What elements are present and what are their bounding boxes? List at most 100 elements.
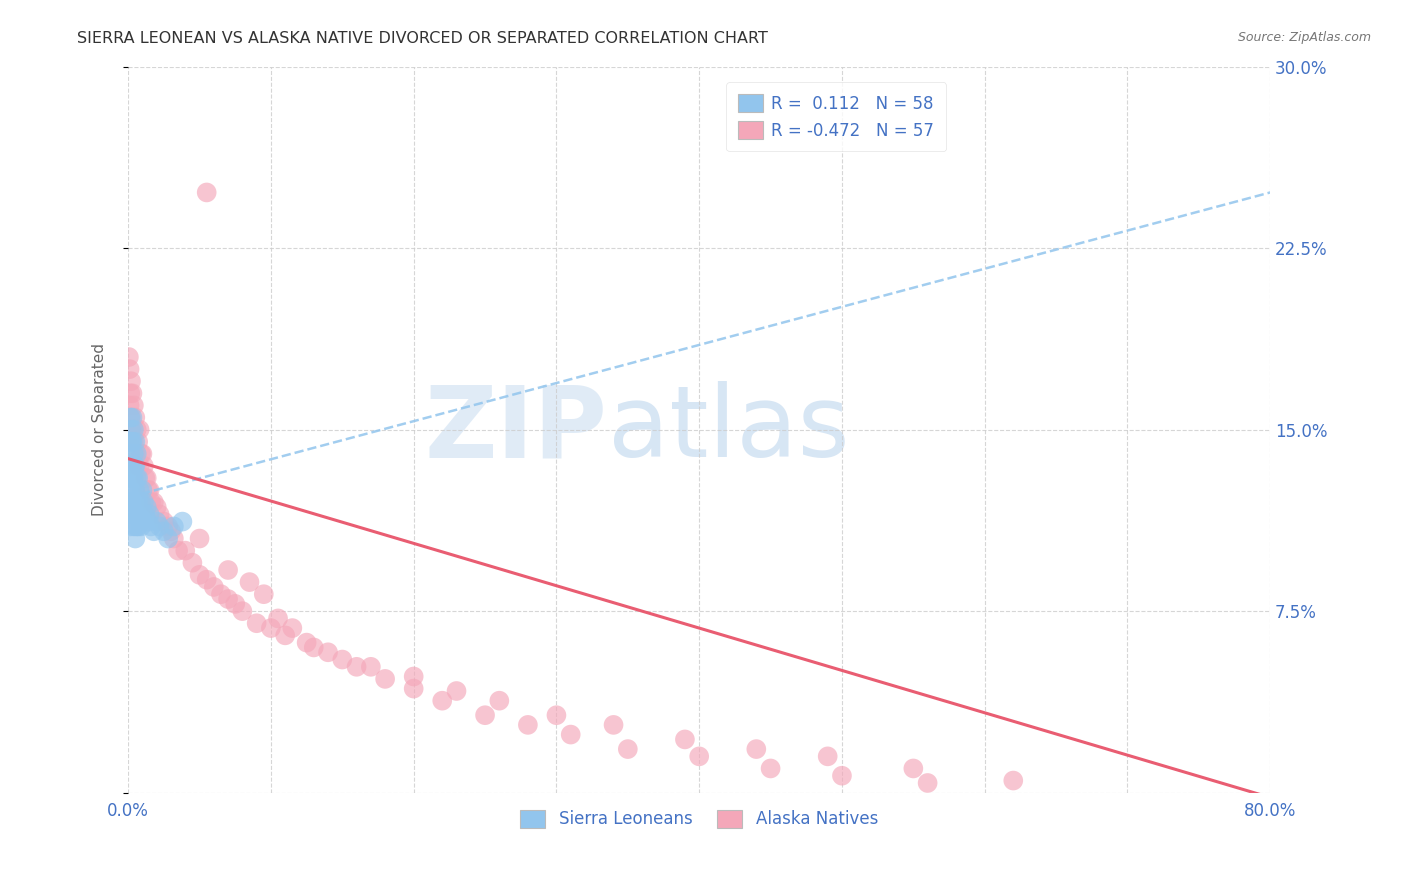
Point bbox=[125, 519, 148, 533]
Point bbox=[122, 447, 145, 461]
Point bbox=[125, 495, 148, 509]
Point bbox=[127, 495, 149, 509]
Point bbox=[118, 495, 141, 509]
Y-axis label: Divorced or Separated: Divorced or Separated bbox=[93, 343, 107, 516]
Point bbox=[121, 471, 143, 485]
Point bbox=[121, 458, 143, 473]
Point bbox=[124, 483, 146, 497]
Point bbox=[127, 519, 149, 533]
Point bbox=[474, 708, 496, 723]
Point bbox=[128, 423, 150, 437]
Text: ZIP: ZIP bbox=[425, 381, 607, 478]
Point bbox=[120, 374, 142, 388]
Point bbox=[120, 410, 142, 425]
Point bbox=[121, 483, 143, 497]
Point bbox=[118, 483, 141, 497]
Point bbox=[903, 761, 925, 775]
Point bbox=[138, 508, 160, 522]
Point bbox=[153, 524, 176, 539]
Point bbox=[124, 447, 146, 461]
Point bbox=[122, 495, 145, 509]
Point bbox=[560, 728, 582, 742]
Point bbox=[602, 718, 624, 732]
Point bbox=[209, 587, 232, 601]
Point bbox=[163, 532, 186, 546]
Point bbox=[129, 447, 152, 461]
Point bbox=[120, 519, 142, 533]
Legend: Sierra Leoneans, Alaska Natives: Sierra Leoneans, Alaska Natives bbox=[513, 803, 884, 835]
Point bbox=[135, 500, 157, 514]
Point bbox=[118, 471, 141, 485]
Point bbox=[402, 681, 425, 696]
Point bbox=[195, 186, 218, 200]
Point bbox=[131, 508, 153, 522]
Point bbox=[127, 471, 149, 485]
Point bbox=[121, 434, 143, 449]
Point bbox=[295, 635, 318, 649]
Point bbox=[831, 769, 853, 783]
Point bbox=[145, 515, 167, 529]
Point bbox=[124, 434, 146, 449]
Point bbox=[432, 694, 454, 708]
Point bbox=[120, 423, 142, 437]
Point bbox=[118, 458, 141, 473]
Point bbox=[488, 694, 510, 708]
Point bbox=[402, 669, 425, 683]
Point bbox=[121, 434, 143, 449]
Point bbox=[122, 519, 145, 533]
Point bbox=[253, 587, 276, 601]
Point bbox=[917, 776, 939, 790]
Point bbox=[188, 567, 211, 582]
Point bbox=[745, 742, 768, 756]
Point bbox=[121, 423, 143, 437]
Point bbox=[131, 447, 153, 461]
Point bbox=[139, 519, 162, 533]
Text: atlas: atlas bbox=[607, 381, 849, 478]
Point bbox=[188, 532, 211, 546]
Point bbox=[163, 519, 186, 533]
Point bbox=[127, 434, 149, 449]
Point bbox=[246, 616, 269, 631]
Point bbox=[231, 604, 253, 618]
Text: SIERRA LEONEAN VS ALASKA NATIVE DIVORCED OR SEPARATED CORRELATION CHART: SIERRA LEONEAN VS ALASKA NATIVE DIVORCED… bbox=[77, 31, 768, 46]
Point bbox=[120, 508, 142, 522]
Point bbox=[120, 458, 142, 473]
Point bbox=[122, 471, 145, 485]
Point bbox=[124, 508, 146, 522]
Point bbox=[124, 458, 146, 473]
Point bbox=[121, 508, 143, 522]
Point bbox=[446, 684, 468, 698]
Point bbox=[134, 508, 156, 522]
Point bbox=[617, 742, 640, 756]
Point bbox=[274, 628, 297, 642]
Point bbox=[128, 483, 150, 497]
Point bbox=[128, 458, 150, 473]
Point bbox=[118, 434, 141, 449]
Point bbox=[224, 597, 246, 611]
Point bbox=[260, 621, 283, 635]
Point bbox=[153, 515, 176, 529]
Point bbox=[120, 495, 142, 509]
Point bbox=[374, 672, 396, 686]
Point bbox=[148, 508, 170, 522]
Point bbox=[174, 543, 197, 558]
Point bbox=[125, 458, 148, 473]
Point bbox=[129, 519, 152, 533]
Point bbox=[217, 563, 239, 577]
Point bbox=[302, 640, 325, 655]
Point bbox=[546, 708, 568, 723]
Point bbox=[118, 399, 141, 413]
Point bbox=[118, 362, 141, 376]
Point bbox=[195, 573, 218, 587]
Point bbox=[124, 458, 146, 473]
Point bbox=[142, 495, 165, 509]
Point bbox=[202, 580, 225, 594]
Point bbox=[121, 410, 143, 425]
Text: Source: ZipAtlas.com: Source: ZipAtlas.com bbox=[1237, 31, 1371, 45]
Point bbox=[157, 532, 180, 546]
Point bbox=[688, 749, 710, 764]
Point bbox=[346, 660, 368, 674]
Point bbox=[145, 500, 167, 514]
Point bbox=[122, 399, 145, 413]
Point bbox=[160, 524, 183, 539]
